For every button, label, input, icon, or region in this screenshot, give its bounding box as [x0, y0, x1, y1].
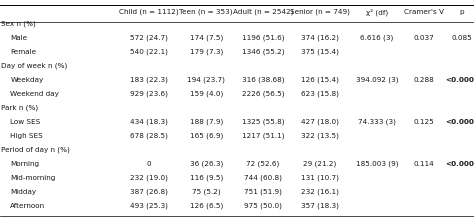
- Text: 232 (16.1): 232 (16.1): [301, 188, 339, 195]
- Text: 374 (16.2): 374 (16.2): [301, 34, 339, 41]
- Text: Senior (n = 749): Senior (n = 749): [290, 9, 350, 16]
- Text: 126 (15.4): 126 (15.4): [301, 76, 339, 83]
- Text: Morning: Morning: [10, 161, 39, 167]
- Text: Female: Female: [10, 49, 36, 55]
- Text: 975 (50.0): 975 (50.0): [244, 202, 282, 209]
- Text: High SES: High SES: [10, 133, 43, 139]
- Text: 387 (26.8): 387 (26.8): [130, 188, 168, 195]
- Text: 2226 (56.5): 2226 (56.5): [242, 90, 284, 97]
- Text: 6.616 (3): 6.616 (3): [360, 34, 393, 41]
- Text: 744 (60.8): 744 (60.8): [244, 174, 282, 181]
- Text: 0.125: 0.125: [414, 119, 435, 125]
- Text: 1217 (51.1): 1217 (51.1): [242, 132, 284, 139]
- Text: Male: Male: [10, 35, 27, 41]
- Text: 179 (7.3): 179 (7.3): [190, 48, 223, 55]
- Text: 116 (9.5): 116 (9.5): [190, 174, 223, 181]
- Text: 322 (13.5): 322 (13.5): [301, 132, 339, 139]
- Text: 1325 (55.8): 1325 (55.8): [242, 118, 284, 125]
- Text: 174 (7.5): 174 (7.5): [190, 34, 223, 41]
- Text: p: p: [460, 9, 465, 15]
- Text: 29 (21.2): 29 (21.2): [303, 160, 337, 167]
- Text: 183 (22.3): 183 (22.3): [130, 76, 168, 83]
- Text: 357 (18.3): 357 (18.3): [301, 202, 339, 209]
- Text: 394.092 (3): 394.092 (3): [356, 76, 398, 83]
- Text: Period of day n (%): Period of day n (%): [1, 146, 70, 153]
- Text: <0.0005: <0.0005: [445, 119, 474, 125]
- Text: 540 (22.1): 540 (22.1): [130, 48, 168, 55]
- Text: 0.085: 0.085: [452, 35, 473, 41]
- Text: 131 (10.7): 131 (10.7): [301, 174, 339, 181]
- Text: 375 (15.4): 375 (15.4): [301, 48, 339, 55]
- Text: 0: 0: [147, 161, 152, 167]
- Text: Cramer's V: Cramer's V: [404, 9, 444, 15]
- Text: 623 (15.8): 623 (15.8): [301, 90, 339, 97]
- Text: 194 (23.7): 194 (23.7): [187, 76, 225, 83]
- Text: 188 (7.9): 188 (7.9): [190, 118, 223, 125]
- Text: 232 (19.0): 232 (19.0): [130, 174, 168, 181]
- Text: 572 (24.7): 572 (24.7): [130, 34, 168, 41]
- Text: χ² (df): χ² (df): [366, 8, 388, 16]
- Text: 1346 (55.2): 1346 (55.2): [242, 48, 284, 55]
- Text: 126 (6.5): 126 (6.5): [190, 202, 223, 209]
- Text: Weekend day: Weekend day: [10, 91, 59, 97]
- Text: 434 (18.3): 434 (18.3): [130, 118, 168, 125]
- Text: 165 (6.9): 165 (6.9): [190, 132, 223, 139]
- Text: Low SES: Low SES: [10, 119, 41, 125]
- Text: Afternoon: Afternoon: [10, 202, 46, 209]
- Text: 159 (4.0): 159 (4.0): [190, 90, 223, 97]
- Text: Sex n (%): Sex n (%): [1, 20, 36, 27]
- Text: 316 (38.68): 316 (38.68): [242, 76, 284, 83]
- Text: Teen (n = 353): Teen (n = 353): [180, 9, 233, 16]
- Text: 929 (23.6): 929 (23.6): [130, 90, 168, 97]
- Text: <0.0005: <0.0005: [445, 77, 474, 83]
- Text: Adult (n = 2542): Adult (n = 2542): [233, 9, 293, 16]
- Text: 1196 (51.6): 1196 (51.6): [242, 34, 284, 41]
- Text: 74.333 (3): 74.333 (3): [358, 118, 396, 125]
- Text: Weekday: Weekday: [10, 77, 44, 83]
- Text: Midday: Midday: [10, 188, 36, 195]
- Text: 493 (25.3): 493 (25.3): [130, 202, 168, 209]
- Text: 185.003 (9): 185.003 (9): [356, 160, 398, 167]
- Text: 0.037: 0.037: [414, 35, 435, 41]
- Text: 75 (5.2): 75 (5.2): [192, 188, 220, 195]
- Text: <0.0005: <0.0005: [445, 161, 474, 167]
- Text: 678 (28.5): 678 (28.5): [130, 132, 168, 139]
- Text: 72 (52.6): 72 (52.6): [246, 160, 280, 167]
- Text: 0.114: 0.114: [414, 161, 435, 167]
- Text: Day of week n (%): Day of week n (%): [1, 62, 67, 69]
- Text: Child (n = 1112): Child (n = 1112): [119, 9, 179, 16]
- Text: Park n (%): Park n (%): [1, 104, 38, 111]
- Text: 427 (18.0): 427 (18.0): [301, 118, 339, 125]
- Text: 0.288: 0.288: [414, 77, 435, 83]
- Text: 36 (26.3): 36 (26.3): [190, 160, 223, 167]
- Text: Mid-morning: Mid-morning: [10, 174, 56, 181]
- Text: 751 (51.9): 751 (51.9): [244, 188, 282, 195]
